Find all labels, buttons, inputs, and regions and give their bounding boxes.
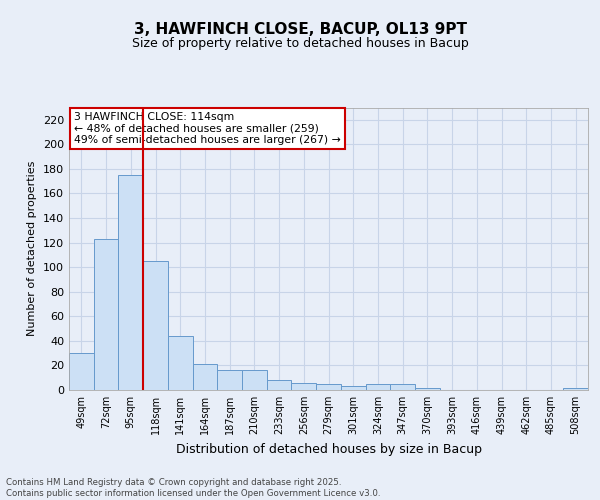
Bar: [316, 384, 341, 390]
Bar: [118, 175, 143, 390]
Bar: [242, 370, 267, 390]
Bar: [415, 388, 440, 390]
Bar: [168, 336, 193, 390]
Bar: [193, 364, 217, 390]
Bar: [217, 370, 242, 390]
Bar: [563, 388, 588, 390]
Text: 3 HAWFINCH CLOSE: 114sqm
← 48% of detached houses are smaller (259)
49% of semi-: 3 HAWFINCH CLOSE: 114sqm ← 48% of detach…: [74, 112, 341, 145]
Bar: [365, 384, 390, 390]
Text: Size of property relative to detached houses in Bacup: Size of property relative to detached ho…: [131, 38, 469, 51]
Bar: [390, 384, 415, 390]
Text: 3, HAWFINCH CLOSE, BACUP, OL13 9PT: 3, HAWFINCH CLOSE, BACUP, OL13 9PT: [133, 22, 467, 38]
Bar: [69, 353, 94, 390]
Bar: [267, 380, 292, 390]
Y-axis label: Number of detached properties: Number of detached properties: [28, 161, 37, 336]
Bar: [292, 382, 316, 390]
Bar: [143, 261, 168, 390]
Text: Contains HM Land Registry data © Crown copyright and database right 2025.
Contai: Contains HM Land Registry data © Crown c…: [6, 478, 380, 498]
Bar: [94, 239, 118, 390]
X-axis label: Distribution of detached houses by size in Bacup: Distribution of detached houses by size …: [176, 442, 482, 456]
Bar: [341, 386, 365, 390]
